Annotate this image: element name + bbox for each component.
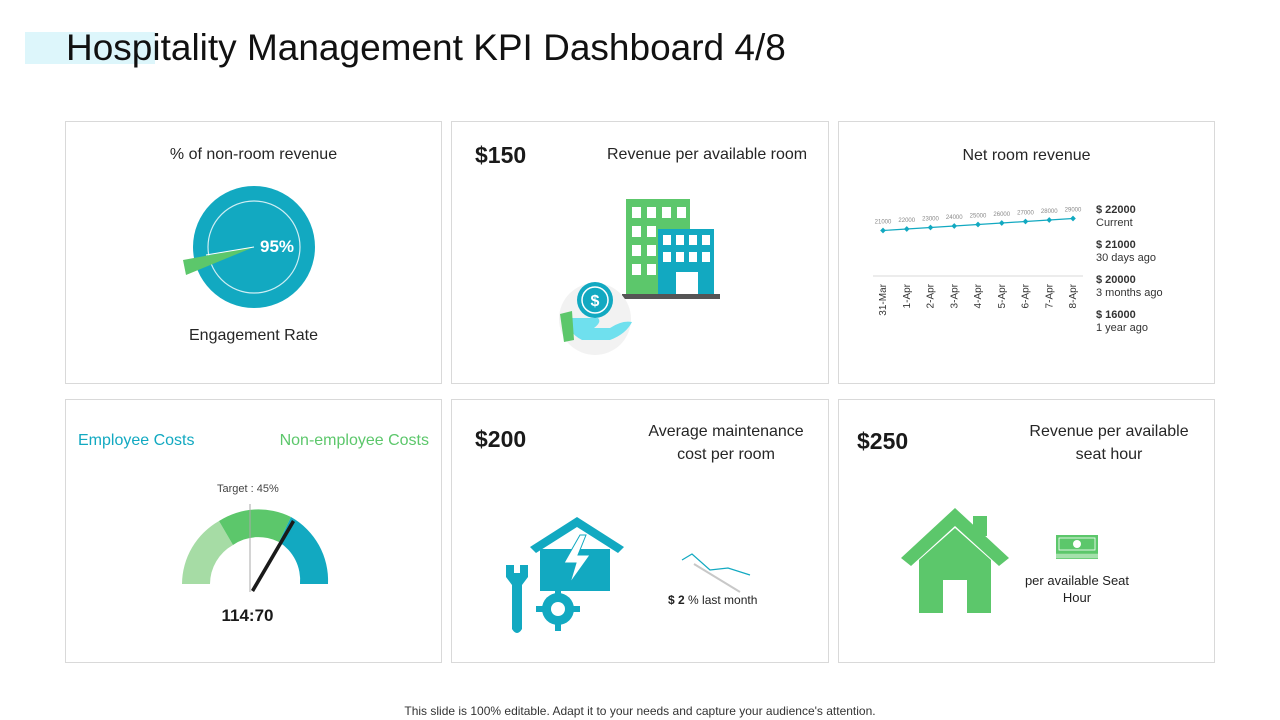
employee-costs-label: Employee Costs <box>78 432 195 449</box>
data-label: 22000 <box>898 218 915 224</box>
chart-legend: $ 22000 Current $ 21000 30 days ago $ 2000… <box>1096 204 1163 335</box>
line-chart: 21000 22000 23000 24000 25000 26000 27000 28000… <box>873 208 1083 316</box>
title-accent-bar <box>25 32 155 64</box>
legend-entry: $ 16000 1 year ago <box>1096 309 1148 334</box>
building-dollar-icon: $ <box>559 199 720 355</box>
coin-dollar-sign: $ <box>591 293 600 310</box>
data-label: 27000 <box>1017 211 1034 217</box>
house-icon <box>901 508 1009 613</box>
x-tick-label: 3-Apr <box>949 283 960 308</box>
data-point <box>1046 217 1053 223</box>
card-non-room-revenue: % of non-room revenue 95% Engagement Rat… <box>65 121 442 384</box>
data-point <box>880 227 886 234</box>
data-point <box>903 226 910 232</box>
card-label: Revenue per available seat hour <box>1029 423 1189 463</box>
data-point <box>1022 218 1029 225</box>
x-tick-label: 7-Apr <box>1044 283 1055 308</box>
card-revpar: $150 Revenue per available room $ <box>451 121 829 384</box>
data-label: 29000 <box>1065 208 1082 214</box>
gauge-needle <box>251 520 295 592</box>
gauge-needle <box>205 246 255 256</box>
legend-entry: $ 22000 Current <box>1096 204 1136 229</box>
trend-sparkline-icon <box>681 553 751 593</box>
card-label: Revenue per available room <box>607 146 808 163</box>
kpi-value: $200 <box>475 426 527 452</box>
footer-note: This slide is 100% editable. Adapt it to… <box>404 704 876 718</box>
data-point <box>975 221 981 228</box>
kpi-value: $250 <box>857 428 909 454</box>
card-label: Net room revenue <box>962 147 1091 164</box>
data-label: 26000 <box>993 212 1010 218</box>
page-title: Hospitality Management KPI Dashboard 4/8 <box>66 27 786 68</box>
legend-entry: $ 20000 3 months ago <box>1096 274 1163 299</box>
cash-stack-icon <box>1056 535 1098 559</box>
target-label: Target : 45% <box>217 483 279 495</box>
kpi-value: $150 <box>475 142 527 168</box>
x-tick-label: 2-Apr <box>926 283 937 308</box>
x-tick-label: 6-Apr <box>1021 283 1032 308</box>
data-point <box>1070 215 1076 222</box>
gauge-value: 95% <box>260 237 294 256</box>
data-label: 25000 <box>970 214 987 220</box>
house-repair-icon <box>506 517 624 633</box>
card-net-room-revenue: Net room revenue 21000 22000 23000 24000 250… <box>838 121 1215 384</box>
data-point <box>927 224 934 231</box>
card-employee-costs: Employee Costs Non-employee Costs Target… <box>65 399 442 663</box>
gauge-remainder-slice <box>183 247 254 275</box>
trend-caption: $ 2 % last month <box>668 593 758 607</box>
x-tick-label: 4-Apr <box>973 283 984 308</box>
data-label: 21000 <box>875 220 892 226</box>
x-tick-label: 1-Apr <box>902 283 913 308</box>
x-tick-label: 31-Mar <box>878 283 889 315</box>
x-tick-label: 5-Apr <box>997 283 1008 308</box>
card-revenue-seat-hour: $250 Revenue per available seat hour per … <box>838 399 1215 663</box>
data-point <box>998 220 1005 226</box>
card-maintenance-cost: $200 Average maintenance cost per room $ … <box>451 399 829 663</box>
data-point <box>951 223 958 229</box>
non-employee-costs-label: Non-employee Costs <box>279 432 429 449</box>
data-label: 24000 <box>946 215 963 221</box>
data-label: 28000 <box>1041 209 1058 215</box>
card-label: Average maintenance cost per room <box>648 423 804 463</box>
speedometer-gauge-icon <box>182 504 329 592</box>
pie-gauge-icon: 95% <box>183 186 315 308</box>
cost-ratio: 114:70 <box>221 606 274 625</box>
gauge-caption: Engagement Rate <box>189 327 318 344</box>
seat-hour-caption: per available Seat Hour <box>1024 573 1130 605</box>
data-label: 23000 <box>922 217 939 223</box>
legend-entry: $ 21000 30 days ago <box>1096 239 1156 264</box>
card-label: % of non-room revenue <box>169 146 338 163</box>
x-tick-label: 8-Apr <box>1068 283 1079 308</box>
gauge-inner-ring <box>207 200 301 294</box>
